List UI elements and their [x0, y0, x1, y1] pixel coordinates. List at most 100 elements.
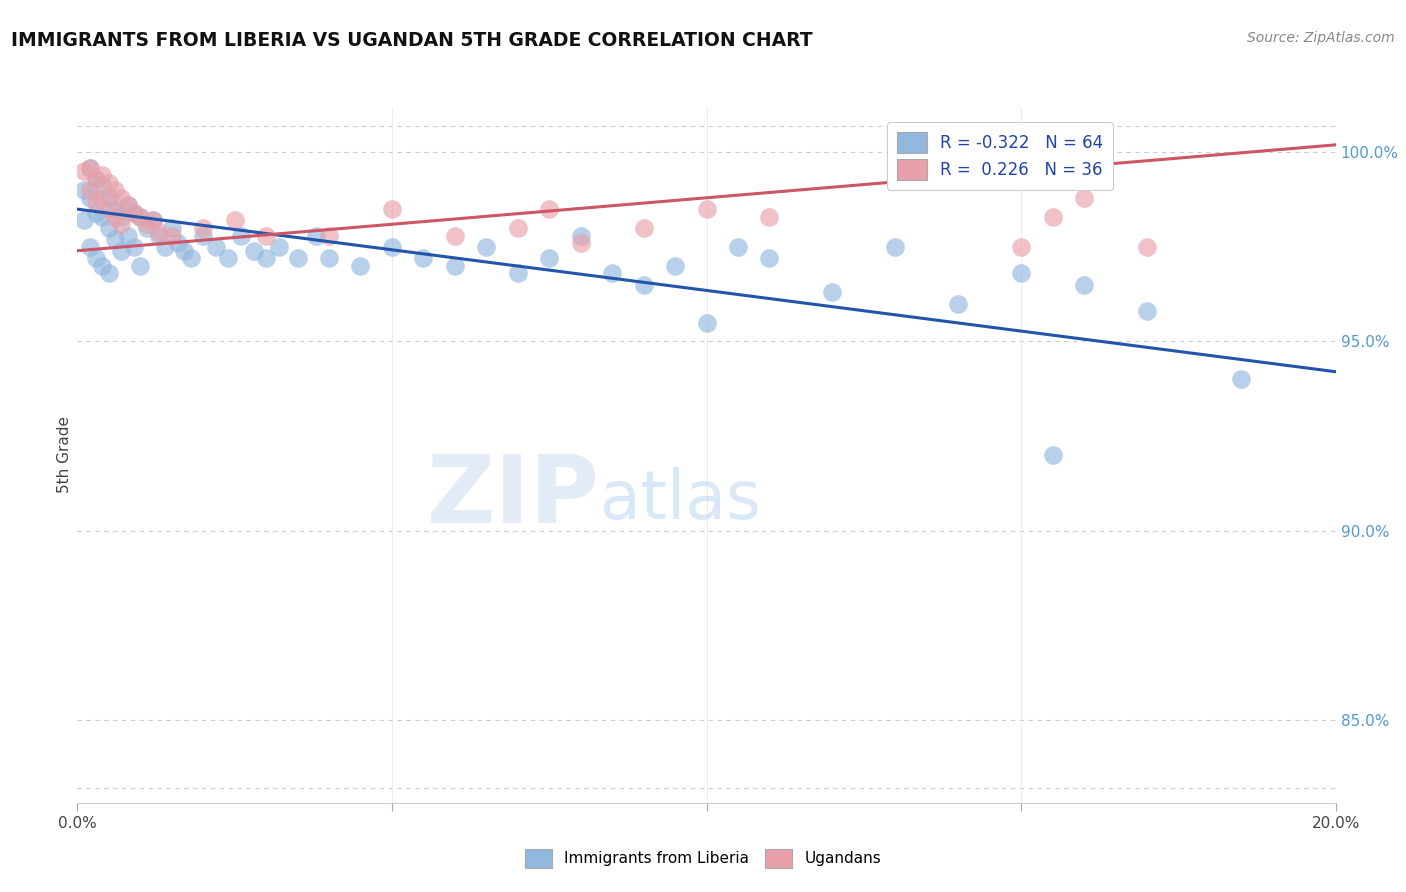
Point: [349, 259, 371, 273]
Point: [412, 252, 434, 266]
Point: [1230, 372, 1253, 386]
Point: [1010, 240, 1032, 254]
Point: [948, 296, 970, 310]
Point: [117, 228, 139, 243]
Legend: Immigrants from Liberia, Ugandans: Immigrants from Liberia, Ugandans: [519, 843, 887, 873]
Point: [758, 252, 780, 266]
Point: [129, 259, 152, 273]
Text: ZIP: ZIP: [426, 450, 599, 542]
Point: [129, 210, 152, 224]
Point: [318, 252, 340, 266]
Point: [91, 210, 114, 224]
Point: [104, 202, 127, 216]
Point: [1073, 191, 1095, 205]
Point: [91, 191, 114, 205]
Point: [79, 161, 101, 175]
Point: [254, 252, 277, 266]
Point: [110, 210, 132, 224]
Point: [727, 240, 749, 254]
Point: [167, 236, 190, 251]
Point: [122, 206, 145, 220]
Point: [104, 210, 127, 224]
Point: [287, 252, 309, 266]
Point: [79, 240, 101, 254]
Point: [104, 183, 127, 197]
Point: [381, 240, 404, 254]
Point: [600, 267, 623, 281]
Point: [305, 228, 328, 243]
Point: [633, 221, 655, 235]
Point: [122, 206, 145, 220]
Point: [1042, 448, 1064, 462]
Point: [538, 252, 561, 266]
Point: [191, 228, 215, 243]
Point: [110, 217, 132, 231]
Point: [1073, 277, 1095, 292]
Point: [148, 228, 170, 243]
Point: [884, 240, 907, 254]
Point: [97, 191, 120, 205]
Point: [122, 240, 145, 254]
Point: [135, 217, 157, 231]
Point: [72, 164, 94, 178]
Point: [91, 179, 114, 194]
Text: Source: ZipAtlas.com: Source: ZipAtlas.com: [1247, 31, 1395, 45]
Point: [91, 168, 114, 182]
Point: [758, 210, 780, 224]
Point: [160, 221, 183, 235]
Point: [91, 259, 114, 273]
Point: [381, 202, 404, 216]
Point: [84, 252, 107, 266]
Point: [180, 252, 202, 266]
Point: [1010, 267, 1032, 281]
Point: [173, 244, 195, 258]
Point: [1136, 304, 1159, 318]
Point: [84, 172, 107, 186]
Point: [204, 240, 226, 254]
Point: [191, 221, 215, 235]
Point: [242, 244, 264, 258]
Point: [72, 213, 94, 227]
Point: [1042, 210, 1064, 224]
Point: [84, 194, 107, 209]
Point: [318, 228, 340, 243]
Point: [475, 240, 498, 254]
Point: [569, 228, 592, 243]
Point: [72, 183, 94, 197]
Legend: R = -0.322   N = 64, R =  0.226   N = 36: R = -0.322 N = 64, R = 0.226 N = 36: [887, 122, 1114, 190]
Point: [569, 236, 592, 251]
Point: [821, 285, 844, 300]
Point: [160, 228, 183, 243]
Point: [97, 176, 120, 190]
Point: [444, 228, 467, 243]
Point: [538, 202, 561, 216]
Point: [135, 221, 157, 235]
Point: [97, 221, 120, 235]
Text: atlas: atlas: [599, 467, 761, 533]
Point: [104, 232, 127, 246]
Point: [110, 244, 132, 258]
Point: [79, 183, 101, 197]
Point: [229, 228, 252, 243]
Point: [254, 228, 277, 243]
Point: [217, 252, 239, 266]
Point: [84, 172, 107, 186]
Point: [110, 191, 132, 205]
Point: [129, 210, 152, 224]
Text: IMMIGRANTS FROM LIBERIA VS UGANDAN 5TH GRADE CORRELATION CHART: IMMIGRANTS FROM LIBERIA VS UGANDAN 5TH G…: [11, 31, 813, 50]
Point: [664, 259, 686, 273]
Point: [97, 267, 120, 281]
Point: [696, 316, 718, 330]
Point: [224, 213, 246, 227]
Point: [633, 277, 655, 292]
Point: [79, 161, 101, 175]
Point: [1136, 240, 1159, 254]
Point: [117, 198, 139, 212]
Y-axis label: 5th Grade: 5th Grade: [56, 417, 72, 493]
Point: [506, 267, 529, 281]
Point: [155, 240, 177, 254]
Point: [79, 191, 101, 205]
Point: [444, 259, 467, 273]
Point: [142, 213, 165, 227]
Point: [117, 198, 139, 212]
